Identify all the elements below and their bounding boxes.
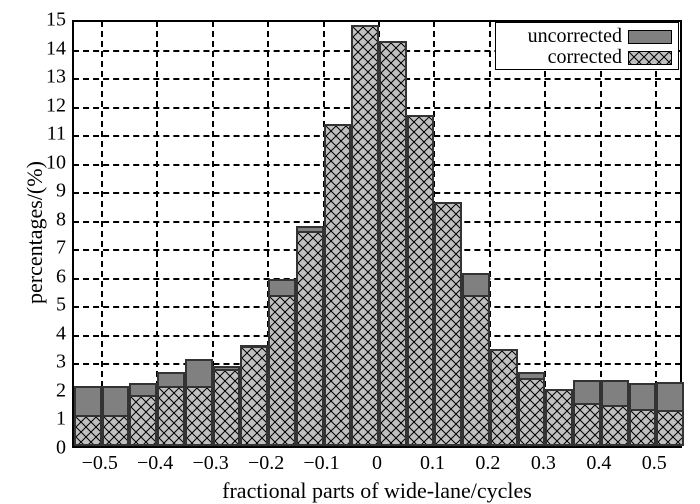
x-axis-label: fractional parts of wide-lane/cycles: [222, 478, 532, 504]
y-tick-label: 1: [56, 408, 66, 431]
bar-corrected: [601, 405, 629, 446]
y-tick-label: 6: [56, 265, 66, 288]
y-tick-label: 14: [46, 37, 66, 60]
y-tick-label: 7: [56, 237, 66, 260]
bar-corrected: [656, 410, 684, 446]
legend-row: corrected: [502, 47, 672, 68]
bar-corrected: [129, 395, 157, 446]
bar-corrected: [185, 386, 213, 446]
y-tick-label: 8: [56, 208, 66, 231]
bar-corrected: [240, 346, 268, 446]
bar-corrected: [268, 295, 296, 446]
y-tick-label: 10: [46, 151, 66, 174]
x-tick-label: 0.5: [642, 452, 667, 475]
bar-corrected: [629, 409, 657, 446]
y-tick-label: 3: [56, 351, 66, 374]
bar-corrected: [518, 378, 546, 446]
chart-frame: uncorrectedcorrected percentages/(%) fra…: [0, 0, 700, 504]
bar-corrected: [407, 115, 435, 446]
y-tick-label: 13: [46, 66, 66, 89]
x-tick-label: −0.1: [303, 452, 339, 475]
y-tick-label: 2: [56, 379, 66, 402]
legend: uncorrectedcorrected: [495, 22, 679, 70]
bar-corrected: [573, 403, 601, 446]
y-tick-label: 9: [56, 180, 66, 203]
bar-corrected: [462, 295, 490, 446]
x-tick-label: 0.3: [531, 452, 556, 475]
x-tick-label: −0.4: [137, 452, 173, 475]
x-tick-label: 0.2: [475, 452, 500, 475]
bar-corrected: [102, 415, 130, 446]
y-tick-label: 0: [56, 437, 66, 460]
x-tick-label: −0.3: [192, 452, 228, 475]
bar-corrected: [74, 415, 102, 446]
legend-label: corrected: [548, 46, 622, 69]
bar-corrected: [324, 124, 352, 446]
bar-corrected: [213, 369, 241, 446]
x-tick-label: −0.5: [82, 452, 118, 475]
gridline-vertical: [101, 21, 103, 447]
x-tick-label: 0.1: [420, 452, 445, 475]
y-tick-label: 11: [47, 123, 66, 146]
y-tick-label: 5: [56, 294, 66, 317]
y-axis-label: percentages/(%): [22, 161, 48, 304]
bar-corrected: [157, 386, 185, 446]
bar-corrected: [351, 25, 379, 446]
y-tick-label: 4: [56, 322, 66, 345]
legend-row: uncorrected: [502, 26, 672, 47]
legend-swatch: [628, 51, 672, 65]
plot-area: [72, 20, 682, 448]
y-tick-label: 12: [46, 94, 66, 117]
x-tick-label: 0.4: [586, 452, 611, 475]
bar-corrected: [379, 41, 407, 446]
y-tick-label: 15: [46, 9, 66, 32]
bar-corrected: [434, 202, 462, 446]
bar-corrected: [545, 389, 573, 446]
x-tick-label: 0: [372, 452, 382, 475]
bar-corrected: [296, 231, 324, 446]
legend-label: uncorrected: [528, 25, 622, 48]
bar-corrected: [490, 349, 518, 446]
x-tick-label: −0.2: [248, 452, 284, 475]
legend-swatch: [628, 30, 672, 44]
